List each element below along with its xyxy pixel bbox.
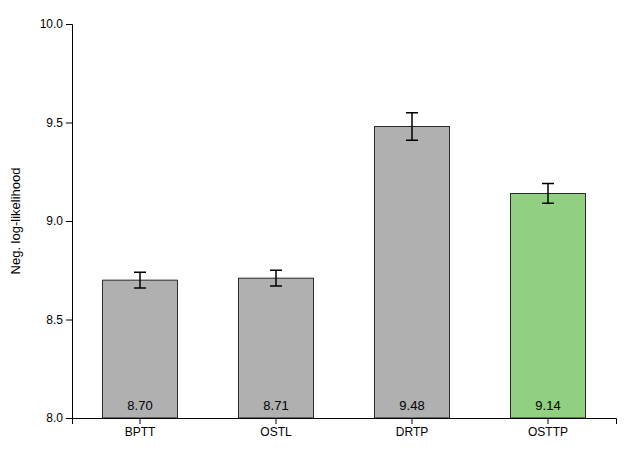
y-tick-label: 8.0 [46,411,63,425]
y-tick: 8.5 [46,313,72,327]
data-label: 9.14 [535,398,560,413]
x-tick-mark [140,418,141,424]
data-label: 9.48 [399,398,424,413]
bar [103,280,178,418]
bar [239,278,314,418]
x-tick: DRTP [396,418,428,439]
y-tick-label: 9.0 [46,214,63,228]
y-tick-mark [66,418,72,419]
y-tick-mark [66,24,72,25]
y-axis-title: Neg. log-likelihood [8,168,23,275]
y-tick-label: 9.5 [46,116,63,130]
error-bar [270,270,282,286]
y-axis: 8.0 8.5 9.0 9.5 10.0 [40,17,73,425]
data-label: 8.71 [263,398,288,413]
x-tick: OSTL [260,418,292,439]
x-tick-label: OSTL [260,425,292,439]
error-bar [134,272,146,288]
bar [511,193,586,418]
data-label: 8.70 [127,398,152,413]
bar [375,126,450,418]
chart-container: 8.0 8.5 9.0 9.5 10.0 BPTT OSTL DRTP OSTTP Neg. lo… [0,0,640,462]
x-tick-mark [412,418,413,424]
data-labels: 8.70 8.71 9.48 9.14 [127,398,560,413]
error-bar [542,184,554,204]
x-tick-mark [548,418,549,424]
y-tick-label: 10.0 [40,17,64,31]
x-tick: BPTT [125,418,156,439]
x-axis-line [73,419,617,425]
chart-svg: 8.0 8.5 9.0 9.5 10.0 BPTT OSTL DRTP OSTTP Neg. lo… [0,0,640,462]
x-axis: BPTT OSTL DRTP OSTTP [73,418,617,439]
x-tick-mark [276,418,277,424]
y-tick-mark [66,320,72,321]
x-tick: OSTTP [528,418,568,439]
y-tick-mark [66,123,72,124]
x-tick-label: OSTTP [528,425,568,439]
y-tick-mark [66,221,72,222]
x-tick-label: DRTP [396,425,428,439]
error-bar [406,113,418,141]
y-tick: 9.0 [46,214,72,228]
marks [103,113,586,418]
y-axis-line [66,25,73,419]
y-tick: 8.0 [46,411,72,425]
y-tick-label: 8.5 [46,313,63,327]
y-tick: 9.5 [46,116,72,130]
x-tick-label: BPTT [125,425,156,439]
plot-area: 8.0 8.5 9.0 9.5 10.0 BPTT OSTL DRTP OSTTP Neg. lo… [8,17,617,438]
y-tick: 10.0 [40,17,72,31]
